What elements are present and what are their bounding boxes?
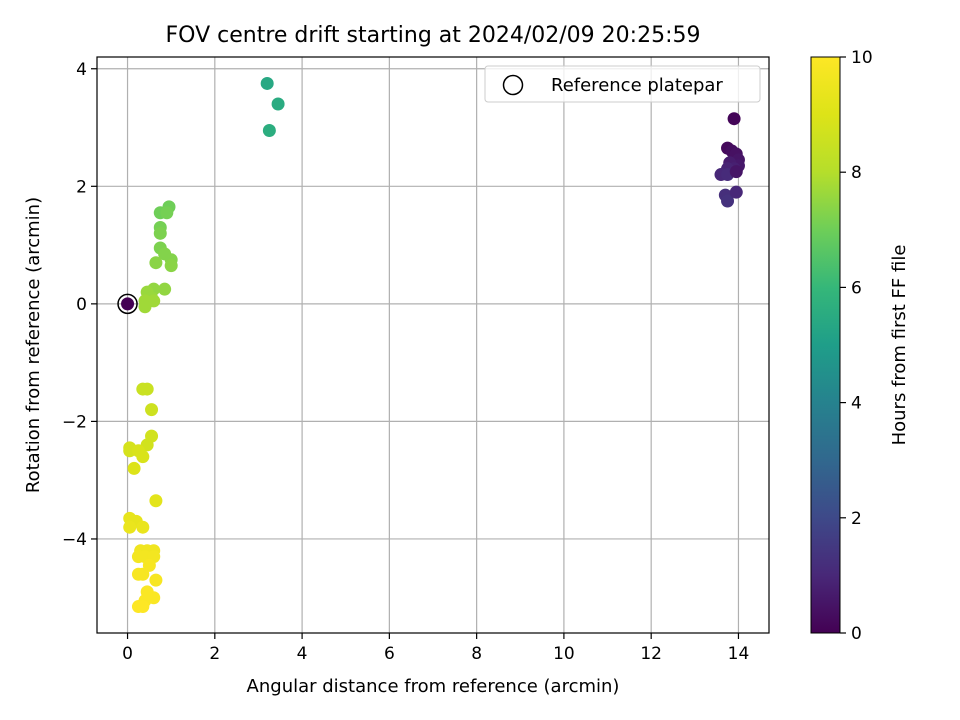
data-point [721, 194, 735, 208]
data-point [158, 282, 172, 296]
y-tick-label: 4 [76, 60, 87, 80]
plot-frame [96, 56, 770, 634]
y-tick-label: −4 [62, 530, 87, 550]
x-tick-label: 0 [122, 644, 133, 664]
data-point [136, 600, 150, 614]
colorbar-tick-label: 6 [851, 278, 862, 298]
data-point [149, 573, 163, 587]
y-tick-label: 0 [76, 295, 87, 315]
legend-label: Reference platepar [551, 75, 723, 96]
data-point [136, 567, 150, 581]
data-point [145, 403, 159, 417]
reference-point-fill [121, 297, 135, 311]
x-axis-ticks: 0 2 4 6 8 10 12 14 [122, 633, 749, 664]
data-point [140, 382, 154, 396]
colorbar-tick-label: 10 [851, 48, 873, 68]
colorbar-tick-label: 2 [851, 509, 862, 529]
x-tick-label: 2 [209, 644, 220, 664]
data-point [262, 123, 276, 137]
data-points [123, 76, 745, 614]
chart-title: FOV centre drift starting at 2024/02/09 … [166, 23, 701, 48]
x-tick-label: 14 [728, 644, 750, 664]
data-point [149, 494, 163, 508]
x-tick-label: 4 [297, 644, 308, 664]
legend: Reference platepar [484, 65, 761, 103]
data-point [260, 76, 274, 90]
colorbar-tick-label: 4 [851, 394, 862, 414]
colorbar-ticks: 0 2 4 6 8 10 [840, 48, 873, 644]
data-point [271, 97, 285, 111]
colorbar-gradient [810, 56, 841, 634]
data-point [729, 165, 743, 179]
y-tick-label: −2 [62, 412, 87, 432]
data-point [138, 300, 152, 314]
data-point [164, 259, 178, 273]
x-tick-label: 10 [553, 644, 575, 664]
x-tick-label: 6 [384, 644, 395, 664]
colorbar-tick-label: 0 [851, 624, 862, 644]
data-point [729, 185, 743, 199]
grid-lines [97, 57, 769, 633]
colorbar-label: Hours from first FF file [889, 245, 910, 446]
y-axis-ticks: −4 −2 0 2 4 [62, 60, 97, 550]
data-point [727, 112, 741, 126]
y-axis-label: Rotation from reference (arcmin) [23, 197, 44, 493]
legend-box [484, 65, 761, 103]
legend-marker [502, 74, 524, 96]
x-tick-label: 8 [471, 644, 482, 664]
data-point [160, 206, 174, 220]
reference-point-ring [117, 293, 138, 315]
data-point [123, 520, 137, 534]
data-point [153, 226, 167, 240]
data-point [127, 461, 141, 475]
x-tick-label: 12 [640, 644, 662, 664]
data-point [149, 256, 163, 270]
y-tick-label: 2 [76, 177, 87, 197]
x-axis-label: Angular distance from reference (arcmin) [247, 676, 620, 697]
data-point [136, 520, 150, 534]
data-point [136, 450, 150, 464]
reference-marker [117, 293, 138, 315]
colorbar-tick-label: 8 [851, 163, 862, 183]
colorbar: 0 2 4 6 8 10 Hours from first FF file [810, 48, 910, 644]
